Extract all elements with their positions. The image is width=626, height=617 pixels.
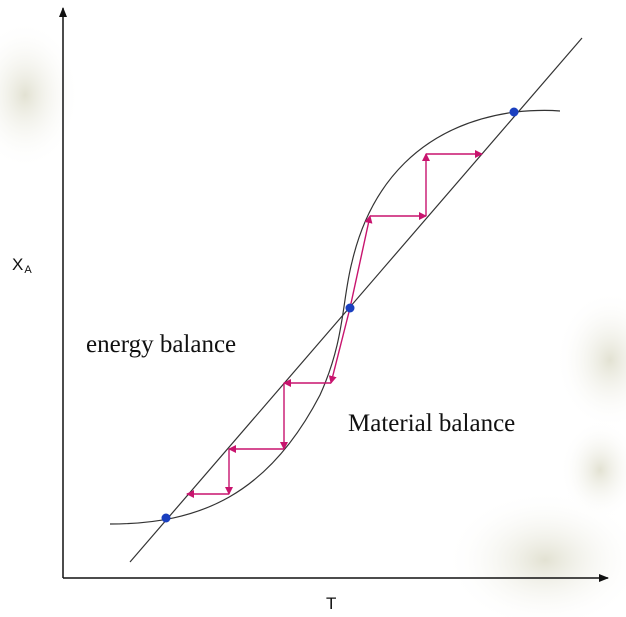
y-axis-label: XA: [12, 255, 32, 276]
y-axis-label-main: X: [12, 255, 24, 274]
steady-state-point-low: [161, 513, 171, 523]
arrow-segment: [328, 307, 351, 384]
step-arrows: [186, 150, 483, 498]
energy-balance-label: energy balance: [86, 331, 237, 358]
arrow-segment: [349, 215, 373, 309]
steady-state-point-middle: [345, 303, 355, 313]
material-balance-curve: [109, 109, 561, 525]
material-balance-label: Material balance: [348, 410, 516, 437]
steady-state-point-high: [509, 107, 519, 117]
energy-balance-line: [129, 37, 583, 563]
x-axis-label: T: [326, 594, 337, 613]
y-axis-label-subscript: A: [24, 264, 32, 276]
